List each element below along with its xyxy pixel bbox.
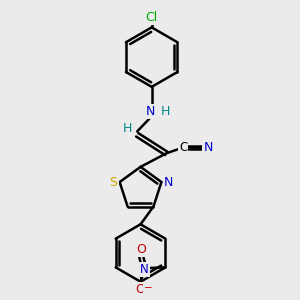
Text: N: N [164,176,173,189]
Text: O: O [136,243,146,256]
Text: C: C [179,141,187,154]
Text: N: N [140,262,149,276]
Text: H: H [161,105,171,118]
Text: H: H [123,122,132,135]
Text: S: S [110,176,118,189]
Text: Cl: Cl [146,11,158,24]
Text: O: O [136,283,145,296]
Text: −: − [143,283,152,293]
Text: N: N [203,141,213,154]
Text: N: N [145,105,155,118]
